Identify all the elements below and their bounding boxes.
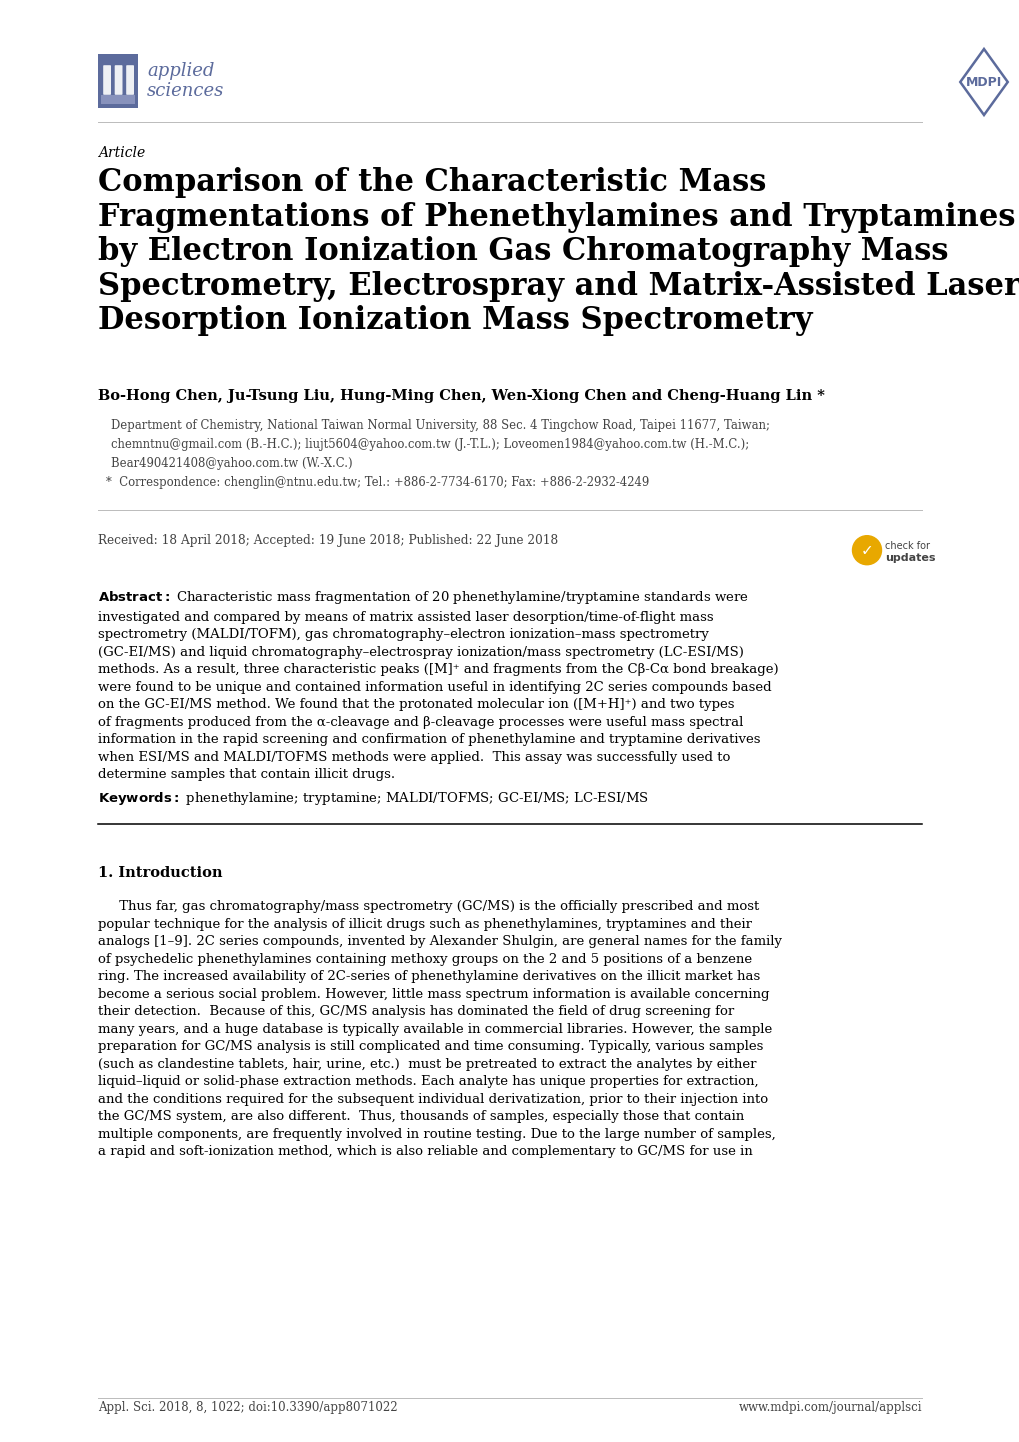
- Text: www.mdpi.com/journal/applsci: www.mdpi.com/journal/applsci: [738, 1402, 921, 1415]
- FancyBboxPatch shape: [98, 53, 138, 108]
- Text: updates: updates: [884, 554, 934, 564]
- Text: Received: 18 April 2018; Accepted: 19 June 2018; Published: 22 June 2018: Received: 18 April 2018; Accepted: 19 Ju…: [98, 534, 557, 547]
- Text: ✓: ✓: [860, 542, 872, 558]
- Text: $\mathbf{Keywords:}$ phenethylamine; tryptamine; MALDI/TOFMS; GC-EI/MS; LC-ESI/M: $\mathbf{Keywords:}$ phenethylamine; try…: [98, 790, 648, 808]
- Text: Bo-Hong Chen, Ju-Tsung Liu, Hung-Ming Chen, Wen-Xiong Chen and Cheng-Huang Lin *: Bo-Hong Chen, Ju-Tsung Liu, Hung-Ming Ch…: [98, 389, 824, 402]
- Text: $\mathbf{Abstract:}$ Characteristic mass fragmentation of 20 phenethylamine/tryp: $\mathbf{Abstract:}$ Characteristic mass…: [98, 590, 777, 782]
- FancyBboxPatch shape: [103, 65, 111, 95]
- Text: Article: Article: [98, 146, 145, 160]
- Text: MDPI: MDPI: [965, 75, 1001, 88]
- Text: chemntnu@gmail.com (B.-H.C.); liujt5604@yahoo.com.tw (J.-T.L.); Loveomen1984@yah: chemntnu@gmail.com (B.-H.C.); liujt5604@…: [111, 438, 748, 451]
- Text: Bear490421408@yahoo.com.tw (W.-X.C.): Bear490421408@yahoo.com.tw (W.-X.C.): [111, 457, 353, 470]
- Text: 1. Introduction: 1. Introduction: [98, 867, 222, 880]
- Text: Thus far, gas chromatography/mass spectrometry (GC/MS) is the officially prescri: Thus far, gas chromatography/mass spectr…: [98, 900, 782, 1158]
- Polygon shape: [959, 49, 1007, 115]
- Text: sciences: sciences: [147, 82, 224, 99]
- FancyBboxPatch shape: [126, 65, 133, 95]
- FancyBboxPatch shape: [114, 65, 122, 95]
- Text: check for: check for: [884, 541, 929, 551]
- Text: *  Correspondence: chenglin@ntnu.edu.tw; Tel.: +886-2-7734-6170; Fax: +886-2-293: * Correspondence: chenglin@ntnu.edu.tw; …: [106, 476, 649, 489]
- Text: Department of Chemistry, National Taiwan Normal University, 88 Sec. 4 Tingchow R: Department of Chemistry, National Taiwan…: [111, 420, 769, 433]
- Text: applied: applied: [147, 62, 214, 79]
- Text: Appl. Sci. 2018, 8, 1022; doi:10.3390/app8071022: Appl. Sci. 2018, 8, 1022; doi:10.3390/ap…: [98, 1402, 397, 1415]
- FancyBboxPatch shape: [101, 95, 135, 104]
- Text: Comparison of the Characteristic Mass
Fragmentations of Phenethylamines and Tryp: Comparison of the Characteristic Mass Fr…: [98, 167, 1019, 336]
- Circle shape: [852, 535, 880, 565]
